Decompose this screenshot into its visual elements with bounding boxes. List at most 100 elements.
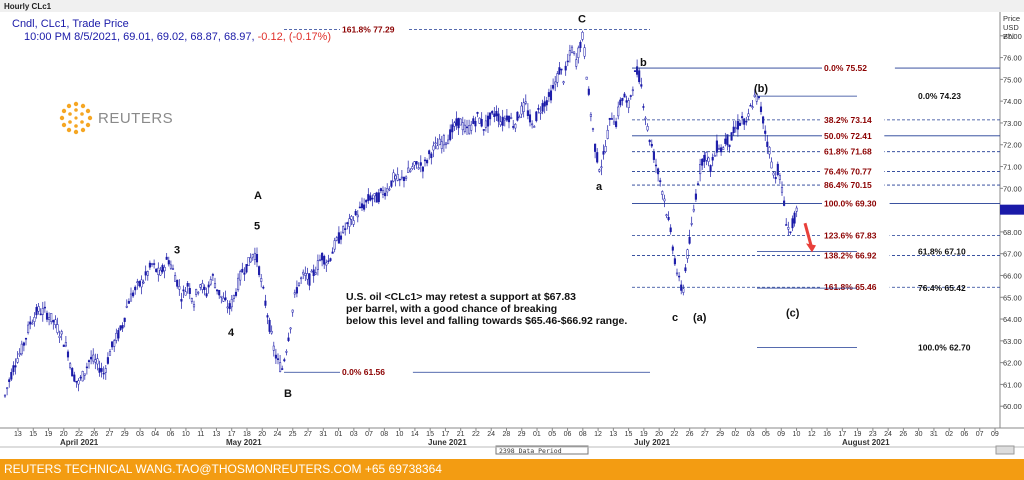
candle-body	[421, 166, 424, 172]
candle-body	[474, 120, 477, 127]
candle-body	[195, 289, 198, 295]
candle-body	[564, 65, 567, 71]
candle-body	[610, 118, 613, 120]
candle-body	[314, 272, 317, 275]
candle-body	[367, 194, 370, 201]
candle-body	[686, 249, 689, 259]
candle-body	[423, 159, 427, 162]
candle-body	[770, 161, 773, 169]
fib-label-bg	[822, 146, 885, 157]
candle-body	[707, 157, 710, 162]
candle-body	[631, 89, 634, 92]
x-tick-label: 31	[319, 431, 327, 438]
x-tick-label: 03	[747, 431, 755, 438]
candle-body	[27, 324, 30, 334]
candle-body	[703, 154, 706, 163]
candle-body	[323, 255, 326, 265]
commentary-line: per barrel, with a good chance of breaki…	[346, 303, 557, 315]
candle-body	[66, 351, 70, 358]
x-tick-label: 22	[75, 431, 83, 438]
candle-body	[669, 227, 672, 233]
candle-body	[709, 165, 712, 173]
reuters-logo-icon	[59, 101, 93, 135]
candle-body	[83, 373, 86, 376]
candle-body	[108, 351, 112, 356]
candle-body	[327, 260, 330, 262]
candle-body	[692, 208, 695, 212]
candle-body	[699, 163, 702, 175]
candle-body	[484, 120, 487, 128]
candle-body	[665, 214, 668, 216]
candle-body	[174, 275, 177, 282]
candle-body	[272, 345, 275, 351]
candle-body	[211, 274, 214, 276]
window-title: Hourly CLc1	[4, 2, 52, 11]
candle-body	[310, 270, 313, 273]
x-tick-label: 16	[823, 431, 831, 438]
candle-body	[45, 312, 49, 320]
candle-body	[24, 338, 28, 340]
candle-body	[417, 167, 420, 170]
wave-label: 3	[174, 244, 180, 256]
candle-body	[652, 151, 655, 160]
candle-body	[87, 360, 91, 363]
candle-body	[144, 271, 147, 276]
candle-body	[159, 269, 162, 276]
candle-body	[308, 273, 311, 286]
x-month-label: July 2021	[634, 438, 671, 447]
candle-body	[316, 260, 319, 270]
window-title-bar	[0, 0, 1024, 12]
candle-body	[604, 146, 607, 152]
candle-body	[491, 111, 494, 114]
candle-body	[501, 116, 504, 126]
candle-body	[201, 283, 204, 290]
candle-body	[220, 295, 223, 298]
candle-body	[694, 193, 697, 200]
candle-body	[132, 292, 135, 297]
fib-level-label: 0.0% 75.52	[824, 63, 867, 73]
y-tick-label: 72.00	[1003, 141, 1022, 150]
candle-body	[98, 367, 101, 373]
x-tick-label: 20	[655, 431, 663, 438]
candle-body	[453, 122, 456, 127]
candle-body	[258, 266, 261, 276]
candle-body	[728, 144, 731, 148]
candle-body	[573, 51, 576, 54]
candle-body	[795, 207, 798, 212]
candle-body	[379, 188, 382, 192]
x-month-label: May 2021	[226, 438, 262, 447]
candle-body	[56, 324, 59, 333]
x-tick-label: 15	[29, 431, 37, 438]
candle-body	[176, 279, 179, 287]
candle-body	[31, 322, 34, 325]
data-period-box	[495, 445, 589, 455]
candle-body	[533, 126, 536, 128]
y-tick-label: 77.00	[1003, 32, 1022, 41]
candle-body	[180, 299, 183, 302]
x-tick-label: 07	[976, 431, 984, 438]
y-tick-label: 63.00	[1003, 337, 1022, 346]
candle-body	[360, 203, 364, 209]
y-tick-label: 71.00	[1003, 163, 1022, 172]
candle-body	[249, 257, 252, 263]
candle-body	[335, 237, 338, 241]
candle-body	[541, 103, 544, 112]
candle-body	[776, 163, 779, 176]
candle-body	[411, 166, 414, 169]
x-tick-label: 29	[716, 431, 724, 438]
candle-body	[690, 223, 693, 225]
x-tick-label: 19	[854, 431, 862, 438]
candle-body	[121, 325, 124, 329]
x-tick-label: 27	[304, 431, 312, 438]
candle-body	[260, 278, 263, 282]
candle-body	[602, 151, 605, 155]
candle-body	[102, 372, 105, 375]
x-tick-label: 10	[396, 431, 404, 438]
candle-body	[134, 286, 137, 291]
candle-body	[352, 220, 355, 225]
candle-body	[129, 293, 133, 302]
candle-body	[266, 315, 269, 318]
candle-body	[608, 117, 611, 120]
candle-body	[75, 380, 78, 383]
candle-body	[720, 147, 723, 153]
